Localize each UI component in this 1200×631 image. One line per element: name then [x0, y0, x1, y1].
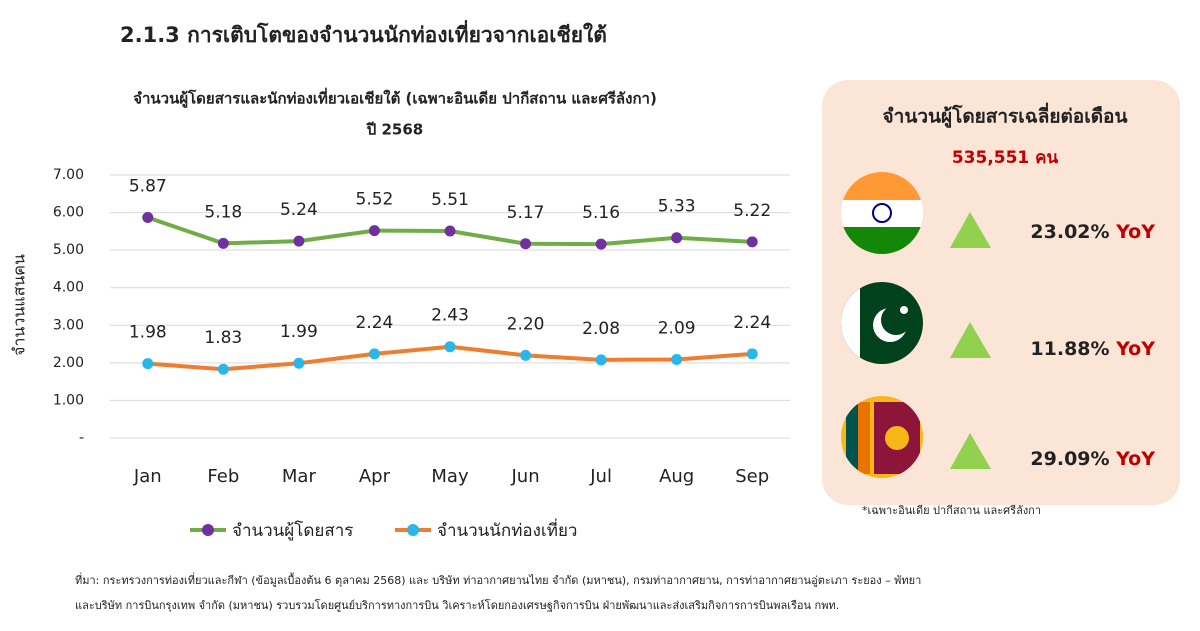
data-label: 2.43: [431, 306, 469, 326]
data-point: [444, 341, 456, 353]
change-period: YoY: [1115, 338, 1155, 360]
change-period: YoY: [1115, 448, 1155, 470]
data-label: 2.24: [356, 313, 394, 333]
data-point: [368, 348, 380, 360]
data-label: 1.83: [204, 328, 242, 348]
data-label: 5.24: [280, 200, 318, 220]
data-point: [671, 232, 683, 244]
x-tick-label: Mar: [282, 466, 317, 487]
legend-marker: [407, 524, 419, 536]
x-tick-label: May: [431, 466, 469, 487]
x-tick-label: Sep: [735, 466, 769, 487]
data-label: 1.99: [280, 322, 318, 342]
change-text: 11.88% YoY: [1030, 338, 1155, 360]
change-text: 23.02% YoY: [1030, 221, 1155, 243]
data-point: [142, 211, 154, 223]
change-text: 29.09% YoY: [1030, 448, 1155, 470]
data-label: 5.22: [733, 201, 771, 221]
data-label: 1.98: [129, 323, 167, 343]
legend-label: จำนวนผู้โดยสาร: [232, 520, 353, 541]
data-label: 5.16: [582, 203, 620, 223]
flag-pakistan: [841, 282, 923, 364]
x-tick-label: Jan: [133, 466, 162, 487]
flag-sri-lanka: [841, 396, 923, 478]
data-point: [520, 238, 532, 250]
data-point: [217, 237, 229, 249]
chart-subtitle: ปี 2568: [366, 121, 423, 139]
data-label: 5.51: [431, 190, 469, 210]
data-point: [368, 225, 380, 237]
x-tick-label: Jul: [589, 466, 612, 487]
data-label: 5.33: [658, 197, 696, 217]
data-label: 2.24: [733, 313, 771, 333]
panel-title: จำนวนผู้โดยสารเฉลี่ยต่อเดือน: [883, 103, 1128, 129]
x-tick-label: Aug: [659, 466, 694, 487]
data-point: [595, 238, 607, 250]
x-tick-label: Jun: [510, 466, 539, 487]
data-label: 2.20: [507, 314, 545, 334]
y-tick-label: 5.00: [53, 242, 84, 258]
data-label: 5.18: [204, 202, 242, 222]
change-value: 23.02%: [1030, 221, 1109, 243]
data-point: [671, 353, 683, 365]
data-label: 2.09: [658, 318, 696, 338]
up-arrow: [950, 433, 991, 469]
data-point: [746, 348, 758, 360]
data-point: [217, 363, 229, 375]
y-tick-label: 7.00: [53, 167, 84, 183]
page-title: 2.1.3 การเติบโตของจำนวนนักท่องเที่ยวจากเ…: [120, 19, 607, 47]
data-point: [293, 235, 305, 247]
data-point: [142, 358, 154, 370]
chart-title: จำนวนผู้โดยสารและนักท่องเที่ยวเอเชียใต้ …: [133, 88, 657, 109]
data-label: 5.87: [129, 176, 167, 196]
panel-note: *เฉพาะอินเดีย ปากีสถาน และศรีลังกา: [862, 504, 1041, 517]
panel-total: 535,551 คน: [952, 148, 1059, 168]
legend-label: จำนวนนักท่องเที่ยว: [437, 518, 577, 541]
data-point: [520, 349, 532, 361]
y-tick-label: 6.00: [53, 205, 84, 221]
y-tick-label: 3.00: [53, 317, 84, 333]
up-arrow: [950, 212, 991, 248]
data-label: 5.52: [356, 190, 394, 210]
up-arrow: [950, 322, 991, 358]
y-tick-label: 1.00: [53, 392, 84, 408]
y-tick-label: 4.00: [53, 280, 84, 296]
change-period: YoY: [1115, 221, 1155, 243]
data-label: 5.17: [507, 203, 545, 223]
source-line: ที่มา: กระทรวงการท่องเที่ยวและกีฬา (ข้อม…: [75, 572, 921, 587]
source-line: และบริษัท การบินกรุงเทพ จำกัด (มหาชน) รว…: [75, 598, 839, 612]
y-tick-label: -: [79, 430, 84, 446]
data-point: [746, 236, 758, 248]
data-label: 2.08: [582, 319, 620, 339]
data-point: [444, 225, 456, 237]
y-tick-label: 2.00: [53, 355, 84, 371]
x-tick-label: Apr: [359, 466, 391, 487]
legend-marker: [202, 524, 214, 536]
change-value: 29.09%: [1030, 448, 1109, 470]
change-value: 11.88%: [1030, 338, 1109, 360]
data-point: [595, 354, 607, 366]
y-axis-label: จำนวนแสนคน: [10, 254, 29, 356]
data-point: [293, 357, 305, 369]
x-tick-label: Feb: [207, 466, 239, 487]
